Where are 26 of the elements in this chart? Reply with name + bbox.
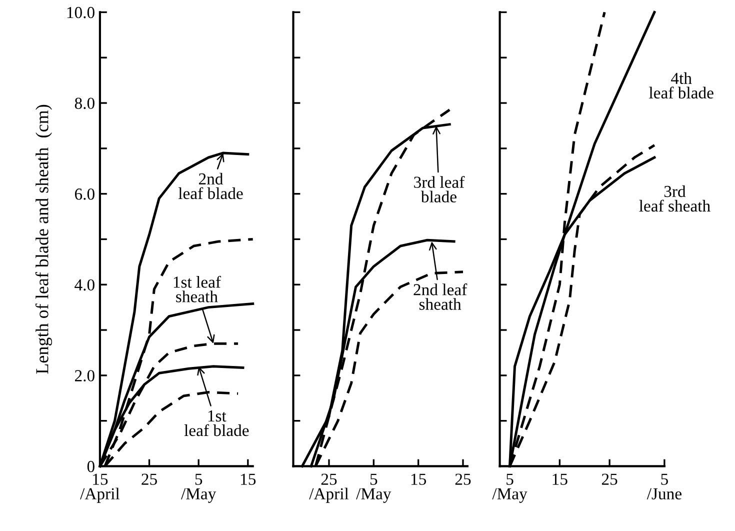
x-tick-label: 25 — [142, 474, 157, 485]
annotation: 1st leaf sheath — [174, 276, 222, 302]
y-tick-label: 10.0 — [67, 6, 94, 18]
x-tick-label: 15 — [411, 474, 426, 485]
y-tick-label: 8.0 — [74, 98, 94, 110]
x-tick-label: 25 — [455, 474, 471, 485]
x-tick-label: 5 /May — [181, 474, 216, 503]
annotation: 2nd leaf sheath — [414, 283, 468, 310]
x-tick-label: 15 — [241, 474, 256, 485]
y-tick-label: 4.0 — [74, 279, 94, 291]
y-tick-label: 2.0 — [74, 370, 94, 382]
annotation: 3rd leaf blade — [414, 176, 465, 202]
x-tick-label: 15 — [552, 474, 568, 485]
annotation: 1st leaf blade — [184, 410, 249, 436]
x-tick-label: 5 /May — [492, 474, 528, 503]
x-tick-label: 15 /April — [80, 474, 120, 503]
y-tick-label: 0 — [87, 460, 94, 472]
x-tick-label: 25 /April — [309, 474, 349, 503]
x-tick-label: 25 — [602, 474, 618, 485]
annotation: 3rd leaf sheath — [639, 185, 710, 212]
x-tick-label: 5 /May — [356, 474, 392, 503]
annotation: 4th leaf blade — [649, 72, 714, 99]
x-tick-label: 5 /June — [646, 474, 682, 500]
y-axis-title: Length of leaf blade and sheath (cm) — [35, 104, 52, 374]
annotation: 2nd leaf blade — [178, 172, 243, 200]
y-tick-label: 6.0 — [74, 188, 94, 200]
